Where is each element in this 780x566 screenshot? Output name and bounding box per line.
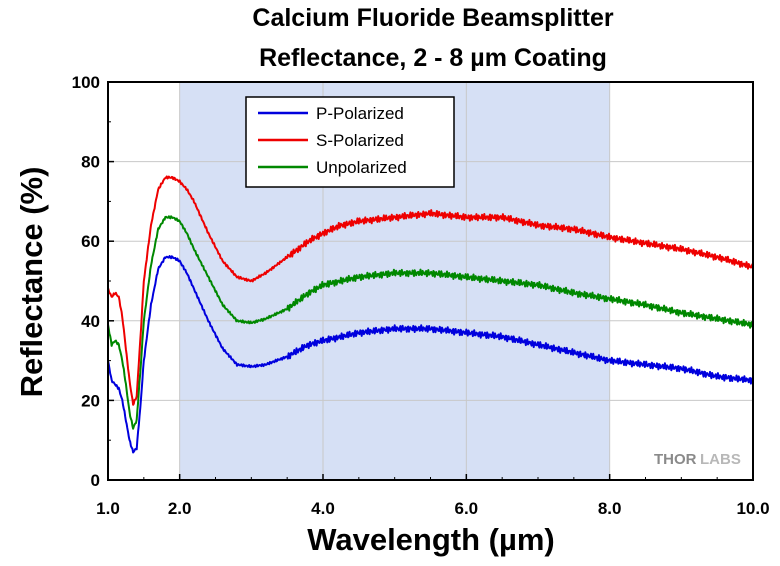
legend-label: S-Polarized bbox=[316, 131, 404, 150]
y-tick-label: 20 bbox=[81, 391, 100, 410]
x-tick-label: 1.0 bbox=[96, 499, 120, 518]
x-tick-label: 8.0 bbox=[598, 499, 622, 518]
series-line-unpolarized bbox=[108, 215, 753, 430]
chart-subtitle: Reflectance, 2 - 8 µm Coating bbox=[259, 44, 607, 72]
legend-label: P-Polarized bbox=[316, 104, 404, 123]
series-line-s-polarized bbox=[108, 175, 753, 406]
x-axis-label: Wavelength (µm) bbox=[307, 522, 555, 557]
y-axis-label: Reflectance (%) bbox=[14, 166, 49, 398]
x-tick-label: 6.0 bbox=[455, 499, 479, 518]
x-tick-label: 10.0 bbox=[736, 499, 769, 518]
y-tick-label: 80 bbox=[81, 153, 100, 172]
legend: P-Polarized S-Polarized Unpolarized bbox=[245, 96, 455, 188]
y-tick-label: 60 bbox=[81, 232, 100, 251]
y-tick-label: 100 bbox=[72, 73, 100, 92]
thorlabs-watermark: THOR LABS bbox=[654, 451, 741, 468]
legend-label: Unpolarized bbox=[316, 158, 407, 177]
x-tick-label: 4.0 bbox=[311, 499, 335, 518]
y-tick-label: 40 bbox=[81, 312, 100, 331]
x-tick-label: 2.0 bbox=[168, 499, 192, 518]
y-tick-label: 0 bbox=[91, 471, 100, 490]
watermark-labs: LABS bbox=[700, 451, 741, 468]
watermark-thor: THOR bbox=[654, 451, 697, 468]
chart-title: Calcium Fluoride Beamsplitter bbox=[252, 4, 614, 32]
series-line-p-polarized bbox=[108, 255, 753, 454]
